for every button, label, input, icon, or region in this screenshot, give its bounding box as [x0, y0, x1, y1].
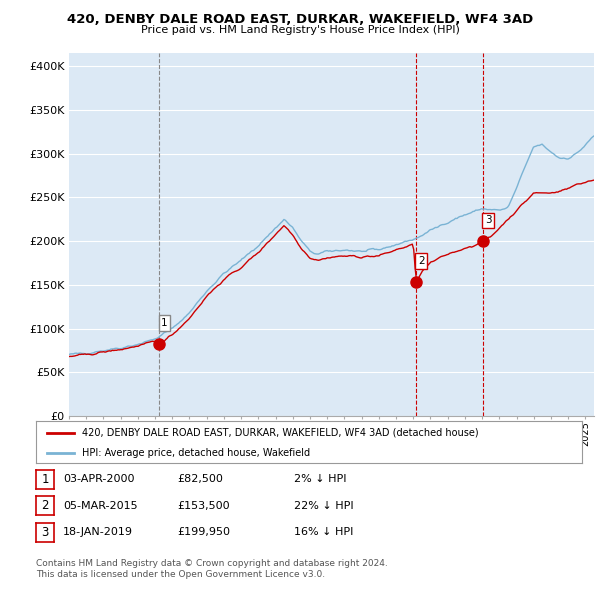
- Text: 16% ↓ HPI: 16% ↓ HPI: [294, 527, 353, 537]
- Text: 3: 3: [41, 526, 49, 539]
- Text: 2: 2: [418, 256, 425, 266]
- Text: 3: 3: [485, 215, 491, 225]
- Text: £153,500: £153,500: [177, 501, 230, 510]
- Text: 420, DENBY DALE ROAD EAST, DURKAR, WAKEFIELD, WF4 3AD: 420, DENBY DALE ROAD EAST, DURKAR, WAKEF…: [67, 13, 533, 26]
- Text: HPI: Average price, detached house, Wakefield: HPI: Average price, detached house, Wake…: [82, 448, 311, 457]
- Text: 22% ↓ HPI: 22% ↓ HPI: [294, 501, 353, 510]
- Text: 05-MAR-2015: 05-MAR-2015: [63, 501, 137, 510]
- Text: 1: 1: [41, 473, 49, 486]
- Text: 2: 2: [41, 499, 49, 512]
- Text: 420, DENBY DALE ROAD EAST, DURKAR, WAKEFIELD, WF4 3AD (detached house): 420, DENBY DALE ROAD EAST, DURKAR, WAKEF…: [82, 428, 479, 438]
- Text: £199,950: £199,950: [177, 527, 230, 537]
- Text: 1: 1: [161, 318, 168, 328]
- Text: 2% ↓ HPI: 2% ↓ HPI: [294, 474, 347, 484]
- Text: Price paid vs. HM Land Registry's House Price Index (HPI): Price paid vs. HM Land Registry's House …: [140, 25, 460, 35]
- Text: Contains HM Land Registry data © Crown copyright and database right 2024.
This d: Contains HM Land Registry data © Crown c…: [36, 559, 388, 579]
- Text: 03-APR-2000: 03-APR-2000: [63, 474, 134, 484]
- Text: £82,500: £82,500: [177, 474, 223, 484]
- Text: 18-JAN-2019: 18-JAN-2019: [63, 527, 133, 537]
